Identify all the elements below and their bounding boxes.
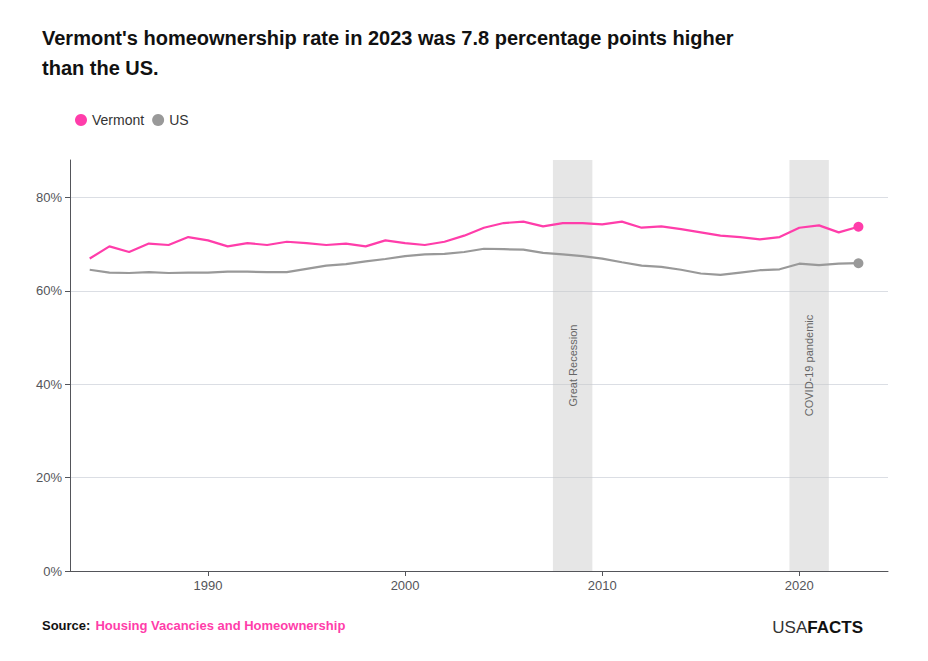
svg-text:2010: 2010 (588, 578, 617, 593)
svg-text:0%: 0% (43, 564, 62, 579)
svg-text:80%: 80% (36, 190, 62, 205)
svg-text:Vermont: Vermont (92, 112, 144, 128)
svg-text:FACTS: FACTS (807, 618, 863, 637)
svg-text:2020: 2020 (785, 578, 814, 593)
svg-text:60%: 60% (36, 283, 62, 298)
svg-text:40%: 40% (36, 377, 62, 392)
svg-text:USA: USA (772, 618, 808, 637)
svg-text:1990: 1990 (194, 578, 223, 593)
svg-text:Great Recession: Great Recession (567, 325, 579, 407)
svg-text:20%: 20% (36, 470, 62, 485)
svg-text:US: US (169, 112, 188, 128)
svg-text:Source:: Source: (42, 618, 90, 633)
svg-text:Vermont's homeownership rate i: Vermont's homeownership rate in 2023 was… (42, 27, 734, 49)
svg-text:2000: 2000 (391, 578, 420, 593)
svg-text:than the US.: than the US. (42, 57, 159, 79)
svg-text:Housing Vacancies and Homeowne: Housing Vacancies and Homeownership (95, 618, 345, 633)
svg-text:COVID-19 pandemic: COVID-19 pandemic (803, 314, 815, 416)
